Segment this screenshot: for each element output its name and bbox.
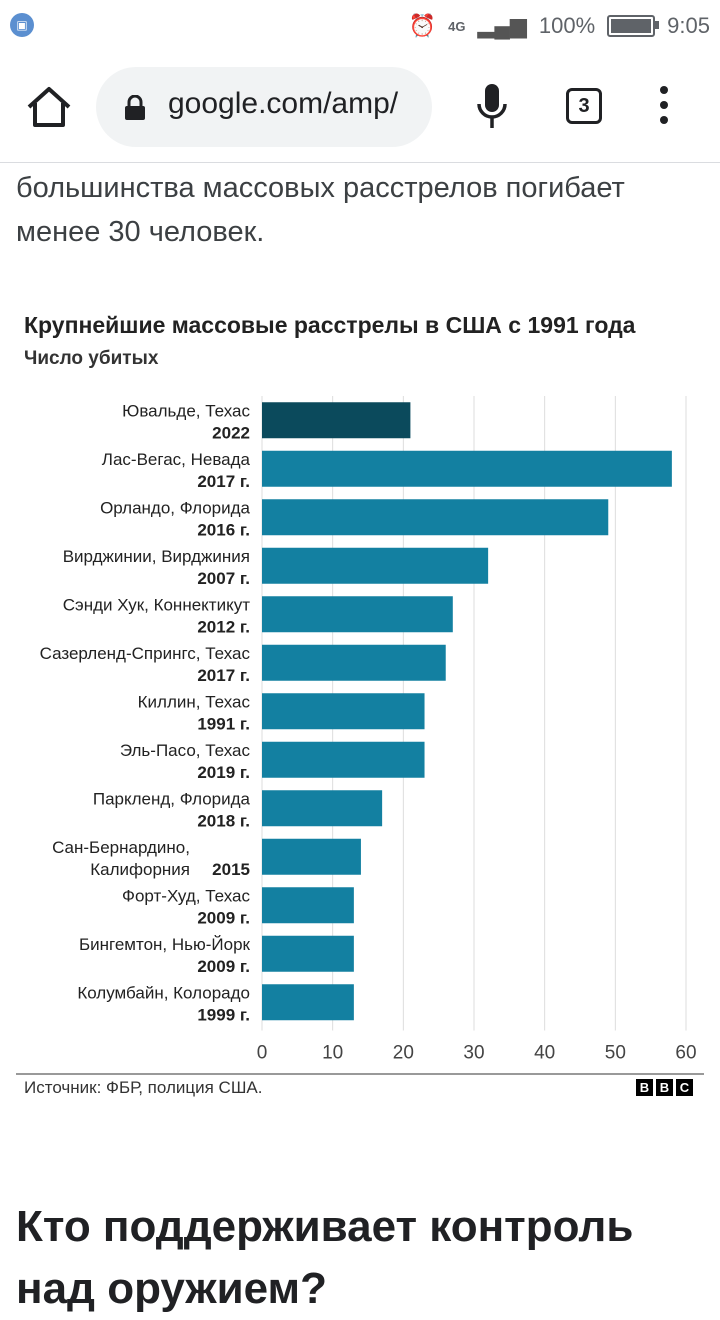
category-label: Орландо, Флорида [100,498,250,517]
category-year: 2017 г. [197,472,250,491]
chart-plot: 0 10 20 30 40 50 60 Ювальде, Техас 2022 Лас-Вегас… [40,396,697,1064]
category-year: 2007 г. [197,569,250,588]
x-tick-label: 50 [605,1043,626,1064]
category-label: Сазерленд-Спрингс, Техас [40,644,251,663]
bar [262,741,425,778]
bar [262,984,354,1021]
tab-switcher-button[interactable]: 3 [566,88,602,124]
signal-icon: ▂▄▆ [477,13,527,38]
category-year: 1999 г. [197,1005,250,1024]
bbc-logo-letter: C [676,1079,693,1096]
battery-percent: 100% [538,13,596,38]
bbc-logo: B B C [636,1079,693,1096]
bar [262,644,446,681]
category-year: 1991 г. [197,714,250,733]
source-divider [16,1073,704,1075]
microphone-icon[interactable] [474,82,510,132]
bar [262,887,354,924]
bbc-logo-letter: B [636,1079,653,1096]
bar-chart: Крупнейшие массовые расстрелы в США с 19… [16,300,704,1070]
x-tick-label: 10 [322,1043,343,1064]
category-label: Эль-Пасо, Техас [120,741,251,760]
chart-subtitle: Число убитых [24,348,159,369]
category-label: Вирджинии, Вирджиния [63,547,250,566]
bar [262,838,361,875]
category-year: 2018 г. [197,811,250,830]
category-label: Паркленд, Флорида [93,789,251,808]
status-bar: ▣ ⏰ 4G ▂▄▆ 100% 9:05 [0,0,720,52]
toolbar-divider [0,162,720,163]
x-tick-label: 60 [675,1043,696,1064]
x-tick-label: 40 [534,1043,555,1064]
category-label: Лас-Вегас, Невада [102,450,251,469]
network-type: 4G [448,18,466,34]
bar [262,450,672,487]
url-text: google.com/amp/ [168,87,399,120]
category-year: 2019 г. [197,763,250,782]
bar [262,402,411,439]
category-year: 2016 г. [197,520,250,539]
chart-title: Крупнейшие массовые расстрелы в США с 19… [24,312,636,338]
more-options-icon[interactable] [654,86,674,130]
category-year: 2012 г. [197,617,250,636]
category-label: Форт-Худ, Техас [122,886,250,905]
alarm-icon: ⏰ [408,13,437,38]
category-label: Ювальде, Техас [122,401,250,420]
x-tick-label: 20 [393,1043,414,1064]
home-icon[interactable] [24,82,74,132]
category-year: 2015 [212,860,250,879]
bar [262,547,489,584]
address-bar[interactable]: google.com/amp/ [96,67,432,147]
x-tick-label: 30 [463,1043,484,1064]
category-label: Сэнди Хук, Коннектикут [63,595,250,614]
section-heading: Кто поддерживает контроль над оружием? [16,1202,634,1313]
bar [262,499,609,536]
bar [262,693,425,730]
status-icons: ⏰ 4G ▂▄▆ 100% 9:05 [409,10,710,42]
clock: 9:05 [667,13,710,38]
category-label: Сан-Бернардино, [52,838,190,857]
article-paragraph: большинства массовых расстрелов погибает… [16,172,625,248]
category-label: Колумбайн, Колорадо [77,983,250,1002]
battery-icon [607,15,660,37]
lock-icon [125,95,145,120]
bar [262,935,354,972]
category-label: Киллин, Техас [138,692,251,711]
category-year: 2009 г. [197,908,250,927]
bar [262,596,453,633]
bbc-logo-letter: B [656,1079,673,1096]
category-label: Бингемтон, Нью-Йорк [79,935,251,954]
category-label: Калифорния [90,860,190,879]
bar [262,790,383,827]
chart-source: Источник: ФБР, полиция США. [24,1078,263,1097]
browser-toolbar: google.com/amp/ 3 [0,52,720,162]
x-tick-label: 0 [257,1043,268,1064]
notification-icon: ▣ [10,13,34,37]
category-year: 2017 г. [197,666,250,685]
category-year: 2009 г. [197,957,250,976]
category-year: 2022 [212,423,250,442]
